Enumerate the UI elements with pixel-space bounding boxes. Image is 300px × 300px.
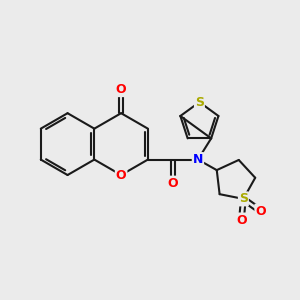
Text: O: O bbox=[255, 205, 266, 218]
Text: S: S bbox=[239, 192, 248, 206]
Text: S: S bbox=[195, 96, 204, 109]
Text: N: N bbox=[193, 153, 203, 166]
Text: O: O bbox=[116, 83, 126, 96]
Text: O: O bbox=[236, 214, 247, 226]
Text: O: O bbox=[168, 177, 178, 190]
Text: O: O bbox=[116, 169, 126, 182]
